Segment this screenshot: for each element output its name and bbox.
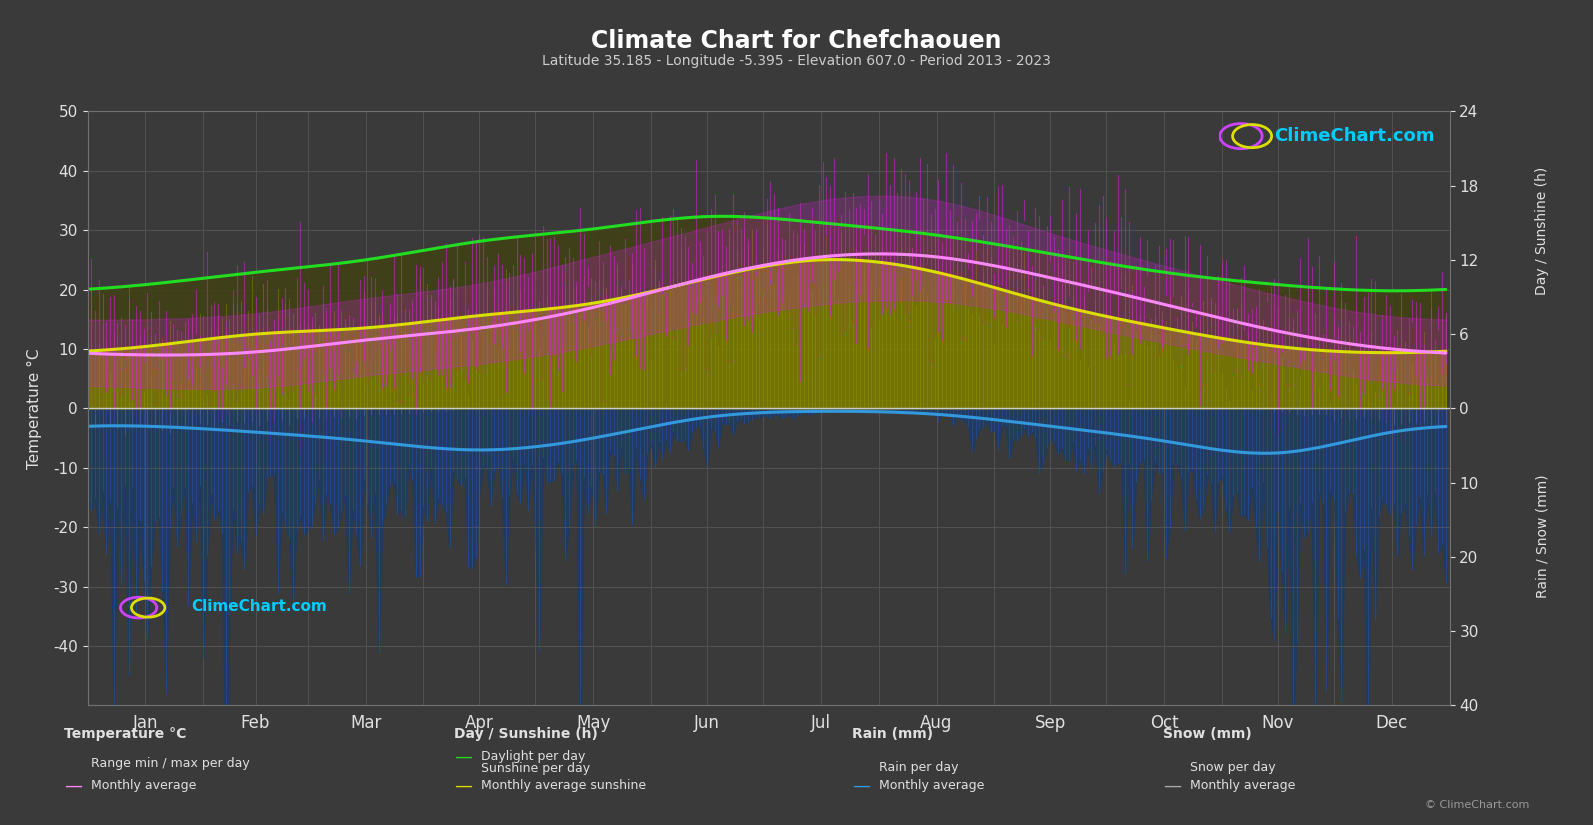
Text: ClimeChart.com: ClimeChart.com <box>191 599 327 614</box>
Text: Day / Sunshine (h): Day / Sunshine (h) <box>1536 167 1548 295</box>
Y-axis label: Temperature °C: Temperature °C <box>27 348 41 469</box>
Text: Temperature °C: Temperature °C <box>64 728 186 742</box>
Text: Day / Sunshine (h): Day / Sunshine (h) <box>454 728 597 742</box>
Text: Climate Chart for Chefchaouen: Climate Chart for Chefchaouen <box>591 29 1002 53</box>
Text: Monthly average: Monthly average <box>91 779 196 792</box>
Text: Snow per day: Snow per day <box>1190 761 1276 774</box>
Text: Monthly average: Monthly average <box>1190 779 1295 792</box>
Text: Monthly average sunshine: Monthly average sunshine <box>481 779 647 792</box>
Text: Range min / max per day: Range min / max per day <box>91 757 250 770</box>
Text: Rain / Snow (mm): Rain / Snow (mm) <box>1536 474 1548 598</box>
Text: Sunshine per day: Sunshine per day <box>481 761 591 775</box>
Text: —: — <box>454 747 472 766</box>
Text: Latitude 35.185 - Longitude -5.395 - Elevation 607.0 - Period 2013 - 2023: Latitude 35.185 - Longitude -5.395 - Ele… <box>542 54 1051 68</box>
Text: Rain (mm): Rain (mm) <box>852 728 933 742</box>
Text: Snow (mm): Snow (mm) <box>1163 728 1252 742</box>
Text: Daylight per day: Daylight per day <box>481 750 586 763</box>
Text: Monthly average: Monthly average <box>879 779 984 792</box>
Text: —: — <box>64 776 81 794</box>
Text: —: — <box>1163 776 1180 794</box>
Text: Rain per day: Rain per day <box>879 761 959 774</box>
Text: ClimeChart.com: ClimeChart.com <box>1274 127 1435 145</box>
Text: © ClimeChart.com: © ClimeChart.com <box>1424 800 1529 810</box>
Text: —: — <box>454 776 472 794</box>
Text: —: — <box>852 776 870 794</box>
